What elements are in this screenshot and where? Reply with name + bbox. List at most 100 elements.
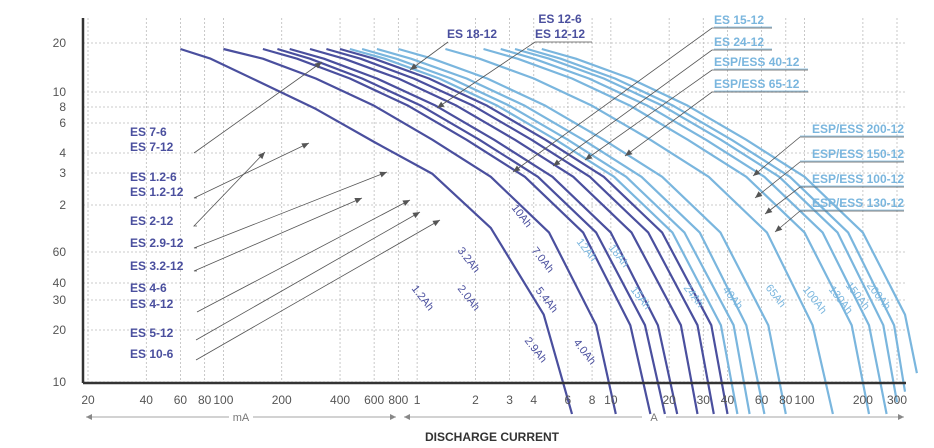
unit-arrow-right — [898, 414, 904, 420]
leader-line — [409, 41, 449, 71]
model-label: ES 2-12 — [130, 214, 174, 228]
leader-line — [195, 219, 441, 361]
axes — [81, 18, 906, 385]
model-label: ESP/ESS 150-12 — [812, 147, 904, 161]
series-line-100ah — [500, 47, 888, 415]
x-tick-label: 400 — [330, 393, 350, 407]
y-tick-label: 8 — [59, 100, 66, 114]
capacity-label: 2.9Ah — [522, 335, 549, 365]
x-tick-label: 10 — [604, 393, 618, 407]
y-tick-label: 10 — [53, 375, 67, 389]
leader-line — [624, 91, 808, 157]
series-line-200ah — [541, 47, 918, 374]
x-tick-label: 20 — [81, 393, 95, 407]
leader-line — [584, 69, 808, 161]
leader-line — [195, 211, 421, 341]
x-tick-label: 60 — [174, 393, 188, 407]
capacity-label: 4.0Ah — [571, 337, 598, 367]
x-tick-label: 6 — [565, 393, 572, 407]
series-line-2.9ah — [262, 47, 652, 415]
model-label: ESP/ESS 100-12 — [812, 172, 904, 186]
capacity-labels: 1.2Ah 2.0Ah2.9Ah3.2Ah4.0Ah5.4Ah7.0Ah10Ah1… — [409, 202, 893, 367]
leader-line — [512, 27, 772, 173]
model-label: ESP/ESS 200-12 — [812, 122, 904, 136]
y-tick-label: 20 — [53, 36, 67, 50]
x-tick-label: 8 — [589, 393, 596, 407]
series-line-3.2ah — [277, 47, 666, 415]
model-label: ES 1.2-6 — [130, 170, 177, 184]
leader-line — [764, 186, 904, 215]
unit-arrow-left — [86, 414, 92, 420]
series-line-1.2ah — [180, 47, 574, 415]
leader-arrow — [625, 149, 633, 156]
leader-line — [436, 41, 592, 109]
leader-line — [193, 61, 323, 154]
leader-arrow — [257, 152, 265, 160]
series-line-18ah — [376, 47, 766, 415]
model-label: ES 24-12 — [714, 35, 764, 49]
model-label: ESP/ESS 65-12 — [714, 77, 800, 91]
x-tick-label: 4 — [530, 393, 537, 407]
leader-arrow — [314, 62, 322, 69]
capacity-label: 2.0Ah — [455, 283, 482, 313]
x-tick-label: 40 — [140, 393, 154, 407]
series-line-24ah — [398, 47, 787, 415]
leader-line — [196, 199, 411, 313]
model-label: ES 12-12 — [535, 27, 585, 41]
leader-arrow — [765, 207, 773, 214]
leader-arrow — [402, 200, 410, 206]
y-tick-label: 60 — [53, 245, 67, 259]
x-tick-label: 2 — [472, 393, 479, 407]
y-tick-label: 2 — [59, 198, 66, 212]
leader-arrow — [513, 165, 521, 172]
x-tick-labels: 20 40 60 80 100 200 400 600 800 1 2 3 4 6 8 10 20 30 40 60 8… — [81, 393, 907, 407]
leader-arrow — [437, 101, 445, 108]
leader-arrow — [432, 220, 440, 227]
x-tick-label: 30 — [697, 393, 711, 407]
model-label: ES 7-6 — [130, 125, 167, 139]
capacity-label: 1.2Ah — [409, 283, 436, 313]
x-tick-label: 300 — [887, 393, 907, 407]
leader-arrow — [354, 198, 362, 204]
model-label: ES 10-6 — [130, 347, 174, 361]
leader-arrow — [755, 191, 763, 198]
y-tick-label: 40 — [53, 276, 67, 290]
series-line-5.4ah — [309, 47, 699, 415]
leader-line — [193, 171, 388, 249]
x-tick-label: 100 — [213, 393, 233, 407]
x-tick-label: 60 — [755, 393, 769, 407]
unit-arrow-right — [390, 414, 396, 420]
y-tick-label: 4 — [59, 146, 66, 160]
leader-arrow — [553, 159, 561, 166]
model-label: ES 1.2-12 — [130, 185, 184, 199]
model-label: ES 4-6 — [130, 281, 167, 295]
x-tick-label: 3 — [506, 393, 513, 407]
series-line-7.0ah — [326, 47, 715, 415]
y-tick-label: 10 — [53, 85, 67, 99]
x-tick-label: 40 — [721, 393, 735, 407]
series-lines — [180, 47, 918, 415]
x-tick-label: 600 — [364, 393, 384, 407]
model-label: ES 18-12 — [447, 27, 497, 41]
leader-arrow — [301, 143, 309, 149]
model-label: ESP/ESS 130-12 — [812, 196, 904, 210]
leader-arrow — [753, 169, 761, 176]
leader-arrow — [412, 212, 420, 219]
y-tick-label: 20 — [53, 323, 67, 337]
capacity-label: 10Ah — [509, 202, 534, 230]
x-tick-label: 80 — [198, 393, 212, 407]
legend-leader-lines — [193, 26, 904, 361]
series-line-150ah — [526, 47, 907, 392]
model-label: ES 5-12 — [130, 326, 174, 340]
capacity-label: 65Ah — [763, 282, 788, 310]
series-line-40ah — [445, 47, 834, 415]
leader-line — [754, 161, 904, 199]
x-tick-label: 200 — [272, 393, 292, 407]
model-label: ES 2.9-12 — [130, 236, 184, 250]
leader-line — [193, 197, 363, 272]
series-line-10ah — [339, 47, 729, 415]
leader-line — [552, 49, 772, 167]
capacity-label: 3.2Ah — [455, 245, 482, 275]
